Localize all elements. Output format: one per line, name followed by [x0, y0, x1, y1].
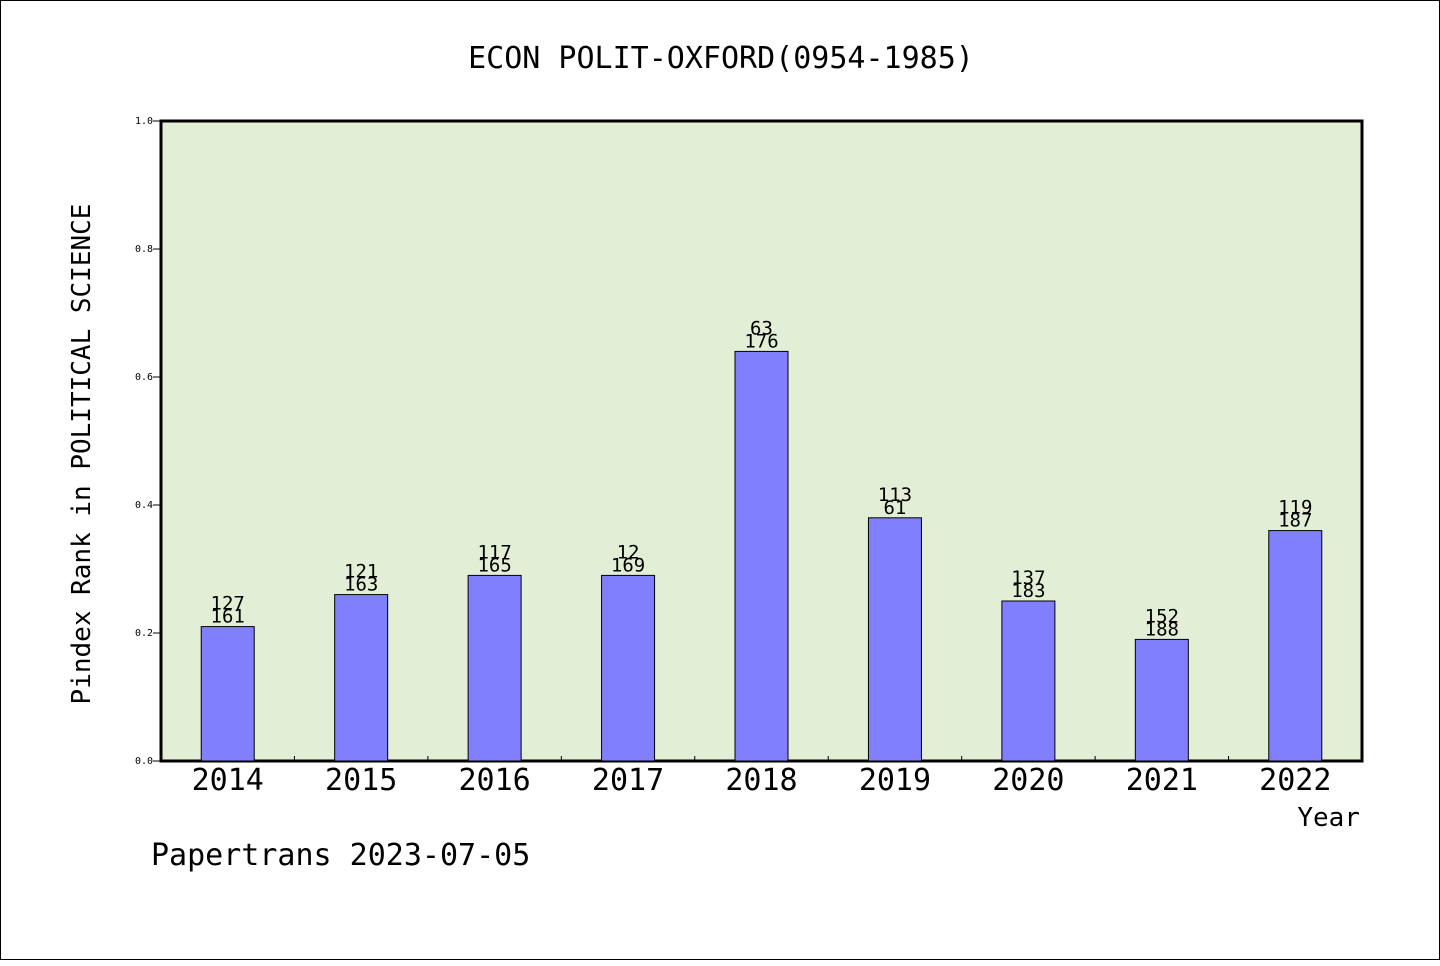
- bar-label-bottom: 165: [477, 554, 511, 576]
- x-tick-label: 2018: [725, 763, 797, 798]
- x-axis-label: Year: [1297, 803, 1360, 833]
- bar-label-bottom: 187: [1278, 510, 1312, 532]
- bar: [601, 574, 656, 762]
- bar: [467, 574, 522, 762]
- bar-label-top: 113: [878, 484, 912, 506]
- footer-credit: Papertrans 2023-07-05: [151, 838, 530, 873]
- bar: [734, 350, 789, 762]
- bar-label-bottom: 169: [611, 554, 645, 576]
- bar: [334, 594, 389, 762]
- bar: [200, 626, 255, 762]
- x-tick-label: 2022: [1259, 763, 1331, 798]
- bar-label-bottom: 161: [211, 606, 245, 628]
- bar-label-top: 117: [477, 541, 511, 563]
- bar-label-top: 119: [1278, 497, 1312, 519]
- bar: [1134, 638, 1189, 762]
- y-tick-label: 0.4: [135, 500, 153, 511]
- bar-label-bottom: 61: [883, 497, 906, 519]
- bar-label-bottom: 183: [1011, 580, 1045, 602]
- y-tick-label: 1.0: [135, 116, 153, 127]
- bar: [1001, 600, 1056, 762]
- y-axis: 0.0 0.2 0.4 0.6 0.8 1.0: [135, 116, 161, 767]
- y-tick-label: 0.2: [135, 628, 153, 639]
- x-tick-label: 2015: [325, 763, 397, 798]
- bar: [867, 517, 922, 762]
- y-tick-label: 0.8: [135, 244, 153, 255]
- chart-title: ECON POLIT-OXFORD(0954-1985): [468, 41, 974, 76]
- x-axis: 2014 2015 2016 2017 2018 2019 2020 2021 2022: [192, 756, 1331, 798]
- bar-label-top: 12: [617, 541, 640, 563]
- y-axis-label: Pindex Rank in POLITICAL SCIENCE: [67, 204, 97, 705]
- x-tick-label: 2016: [458, 763, 530, 798]
- x-tick-label: 2021: [1126, 763, 1198, 798]
- bar-label-top: 137: [1011, 567, 1045, 589]
- bar-label-bottom: 163: [344, 574, 378, 596]
- bar-label-top: 152: [1145, 605, 1179, 627]
- bar-label-top: 127: [211, 593, 245, 615]
- x-tick-label: 2019: [859, 763, 931, 798]
- bar-label-top: 121: [344, 561, 378, 583]
- bar-label-top: 63: [750, 317, 773, 339]
- bar-label-bottom: 188: [1145, 618, 1179, 640]
- bar: [1268, 530, 1323, 762]
- x-tick-label: 2020: [992, 763, 1064, 798]
- x-tick-label: 2017: [592, 763, 664, 798]
- y-tick-label: 0.6: [135, 372, 153, 383]
- bar-label-bottom: 176: [744, 330, 778, 352]
- y-tick-label: 0.0: [135, 756, 153, 767]
- x-tick-label: 2014: [192, 763, 264, 798]
